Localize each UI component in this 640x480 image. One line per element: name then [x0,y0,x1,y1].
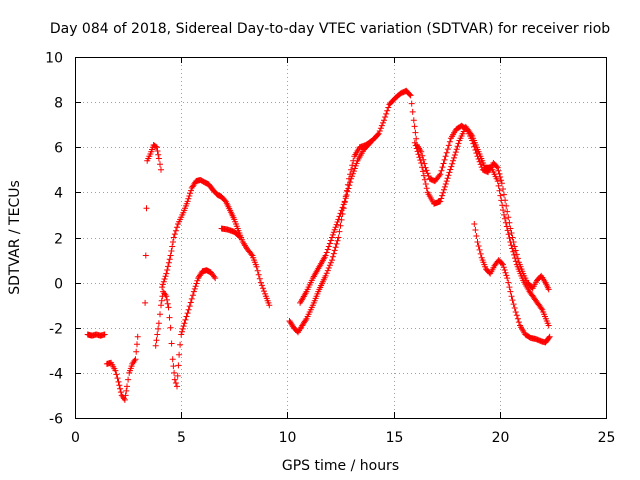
data-marker-path [103,333,141,403]
series-s06 [218,225,244,241]
y-tick-label: -4 [49,367,63,383]
data-marker-path [297,139,374,306]
data-marker-path [411,123,552,329]
tick-labels: 0 5 10 15 20 25 -6 -4 -2 0 2 4 6 8 10 [45,51,615,447]
data-marker-path [84,331,108,339]
series-s09 [411,123,552,329]
series-s04 [152,267,219,390]
series-s08 [297,139,374,306]
y-tick-label: 0 [54,277,63,293]
data-marker-path [218,225,244,241]
x-tick-label: 25 [598,430,616,446]
y-tick-label: -6 [49,412,63,428]
y-tick-label: 2 [54,232,63,248]
series-s10 [471,221,553,346]
series-s03 [142,142,164,306]
y-axis-label: SDTVAR / TECUs [7,180,23,295]
x-tick-label: 20 [492,430,510,446]
data-marker-path [159,177,273,309]
y-tick-label: 4 [54,186,63,202]
y-tick-label: -2 [49,322,63,338]
x-axis-label: GPS time / hours [282,458,399,474]
x-tick-label: 0 [71,430,80,446]
series-s02 [103,333,141,403]
data-points [84,87,553,403]
data-marker-path [152,267,219,390]
series-s01 [84,331,108,339]
series-s05 [159,177,273,309]
x-tick-label: 15 [386,430,404,446]
x-tick-label: 10 [279,430,297,446]
y-tick-label: 10 [45,51,63,67]
chart-title: Day 084 of 2018, Sidereal Day-to-day VTE… [50,21,610,37]
y-tick-label: 8 [54,96,63,112]
axis-ticks [75,57,607,419]
y-tick-label: 6 [54,141,63,157]
x-tick-label: 5 [177,430,186,446]
data-marker-path [471,221,553,346]
data-marker-path [142,142,164,306]
